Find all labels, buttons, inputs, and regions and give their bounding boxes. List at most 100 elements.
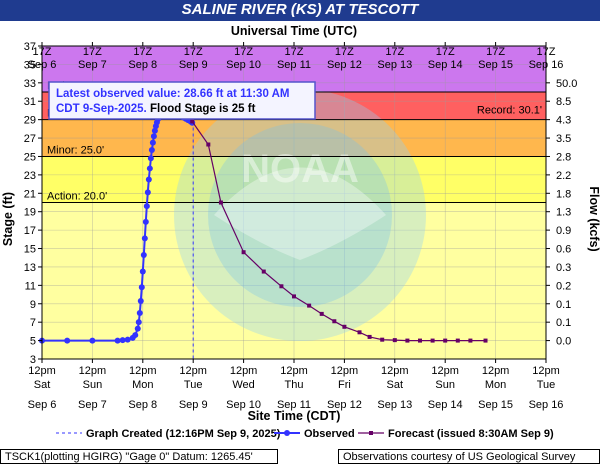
x-tick-time: 12pm: [381, 365, 409, 377]
forecast-point: [241, 250, 246, 255]
top-tick-time: 17Z: [133, 46, 152, 58]
forecast-point: [357, 330, 362, 335]
x-tick-date: Sep 15: [478, 399, 513, 411]
top-tick-date: Sep 11: [277, 59, 311, 71]
y-tick-label: 11: [25, 280, 36, 292]
flow-tick-label: 3.5: [556, 133, 571, 145]
y-tick-label: 13: [24, 262, 36, 274]
y-tick-label: 21: [24, 188, 36, 200]
forecast-line: [191, 121, 486, 342]
x-tick-date: Sep 9: [179, 399, 208, 411]
forecast-point: [430, 338, 435, 343]
x-tick-day: Sun: [83, 379, 103, 391]
top-tick-time: 17Z: [486, 46, 505, 58]
x-tick-day: Sat: [34, 379, 51, 391]
forecast-point: [332, 319, 337, 324]
observed-point: [132, 332, 139, 339]
observed-point: [139, 268, 146, 275]
observed-point: [151, 127, 158, 134]
x-tick-time: 12pm: [431, 365, 459, 377]
top-tick-date: Sep 8: [128, 59, 157, 71]
flow-tick-label: 8.5: [556, 96, 571, 108]
flood-label-minor: Minor: 25.0': [47, 144, 104, 156]
observed-point: [124, 336, 131, 343]
observed-point: [137, 298, 144, 305]
observed-point: [142, 218, 149, 225]
legend-forecast-marker: [369, 431, 373, 435]
flow-tick-label: 0.6: [556, 244, 571, 256]
hydrograph-chart: NOAA Action: 20.0'Minor: 25.0'Moderate: …: [1, 24, 600, 440]
y-tick-label: 25: [24, 151, 36, 163]
forecast-point: [307, 303, 312, 308]
flow-tick-label: 1.3: [556, 207, 571, 219]
forecast-point: [380, 337, 385, 342]
y-tick-label: 31: [24, 96, 36, 108]
x-tick-time: 12pm: [532, 365, 560, 377]
top-tick-time: 17Z: [184, 46, 203, 58]
noaa-logo-watermark: NOAA: [174, 89, 426, 341]
x-tick-day: Mon: [132, 379, 153, 391]
left-axis-title: Stage (ft): [1, 192, 15, 246]
x-tick-day: Tue: [537, 379, 556, 391]
x-tick-day: Thu: [285, 379, 304, 391]
forecast-point: [190, 119, 195, 124]
x-tick-date: Sep 14: [428, 399, 463, 411]
x-tick-time: 12pm: [482, 365, 510, 377]
info-line-2-flood: Flood Stage is 25 ft: [150, 103, 256, 115]
x-tick-day: Sat: [387, 379, 404, 391]
observed-point: [150, 133, 157, 140]
y-tick-label: 33: [24, 78, 36, 90]
top-tick-date: Sep 15: [478, 59, 513, 71]
datum-footer: TSCK1(plotting HGIRG) "Gage 0" Datum: 12…: [0, 449, 278, 464]
info-line-2-date: CDT 9-Sep-2025.: [56, 103, 147, 115]
x-tick-date: Sep 13: [377, 399, 412, 411]
top-tick-time: 17Z: [285, 46, 304, 58]
bottom-axis-title: Site Time (CDT): [248, 409, 341, 423]
x-tick-date: Sep 11: [277, 399, 311, 411]
forecast-point: [279, 284, 284, 289]
observed-point: [147, 155, 154, 162]
observed-point: [136, 309, 143, 316]
x-tick-date: Sep 8: [128, 399, 157, 411]
top-tick-date: Sep 14: [428, 59, 463, 71]
forecast-point: [319, 311, 324, 316]
y-tick-label: 35: [24, 59, 36, 71]
observed-point: [89, 337, 96, 344]
flow-tick-label: 4.3: [556, 115, 571, 127]
x-tick-time: 12pm: [230, 365, 258, 377]
forecast-point: [392, 338, 397, 343]
y-tick-label: 29: [24, 115, 36, 127]
observed-point: [135, 319, 142, 326]
x-tick-date: Sep 6: [28, 399, 57, 411]
y-tick-label: 17: [24, 225, 36, 237]
y-tick-label: 3: [30, 354, 36, 366]
observed-point: [144, 189, 151, 196]
x-tick-date: Sep 12: [327, 399, 362, 411]
x-tick-time: 12pm: [129, 365, 157, 377]
top-tick-date: Sep 16: [529, 59, 564, 71]
observed-point: [141, 235, 148, 242]
y-tick-label: 37: [24, 41, 36, 53]
observed-point: [114, 337, 121, 344]
top-tick-date: Sep 13: [377, 59, 412, 71]
flow-tick-label: 0.1: [556, 317, 571, 329]
x-tick-date: Sep 7: [78, 399, 107, 411]
legend-graph-created-label: Graph Created (12:16PM Sep 9, 2025): [86, 428, 281, 440]
x-tick-day: Fri: [338, 379, 351, 391]
y-tick-label: 27: [24, 133, 36, 145]
noaa-watermark-text: NOAA: [241, 147, 359, 191]
flow-tick-label: 0.2: [556, 280, 571, 292]
forecast-point: [206, 142, 211, 147]
top-tick-date: Sep 9: [179, 59, 208, 71]
y-tick-label: 15: [24, 244, 36, 256]
forecast-point: [443, 338, 448, 343]
flood-label-action: Action: 20.0': [47, 191, 107, 203]
forecast-point: [483, 338, 488, 343]
top-tick-time: 17Z: [83, 46, 102, 58]
observed-point: [134, 325, 141, 332]
observed-point: [64, 337, 71, 344]
observed-point: [138, 284, 145, 291]
y-tick-label: 19: [24, 207, 36, 219]
legend-observed-marker: [284, 430, 290, 436]
